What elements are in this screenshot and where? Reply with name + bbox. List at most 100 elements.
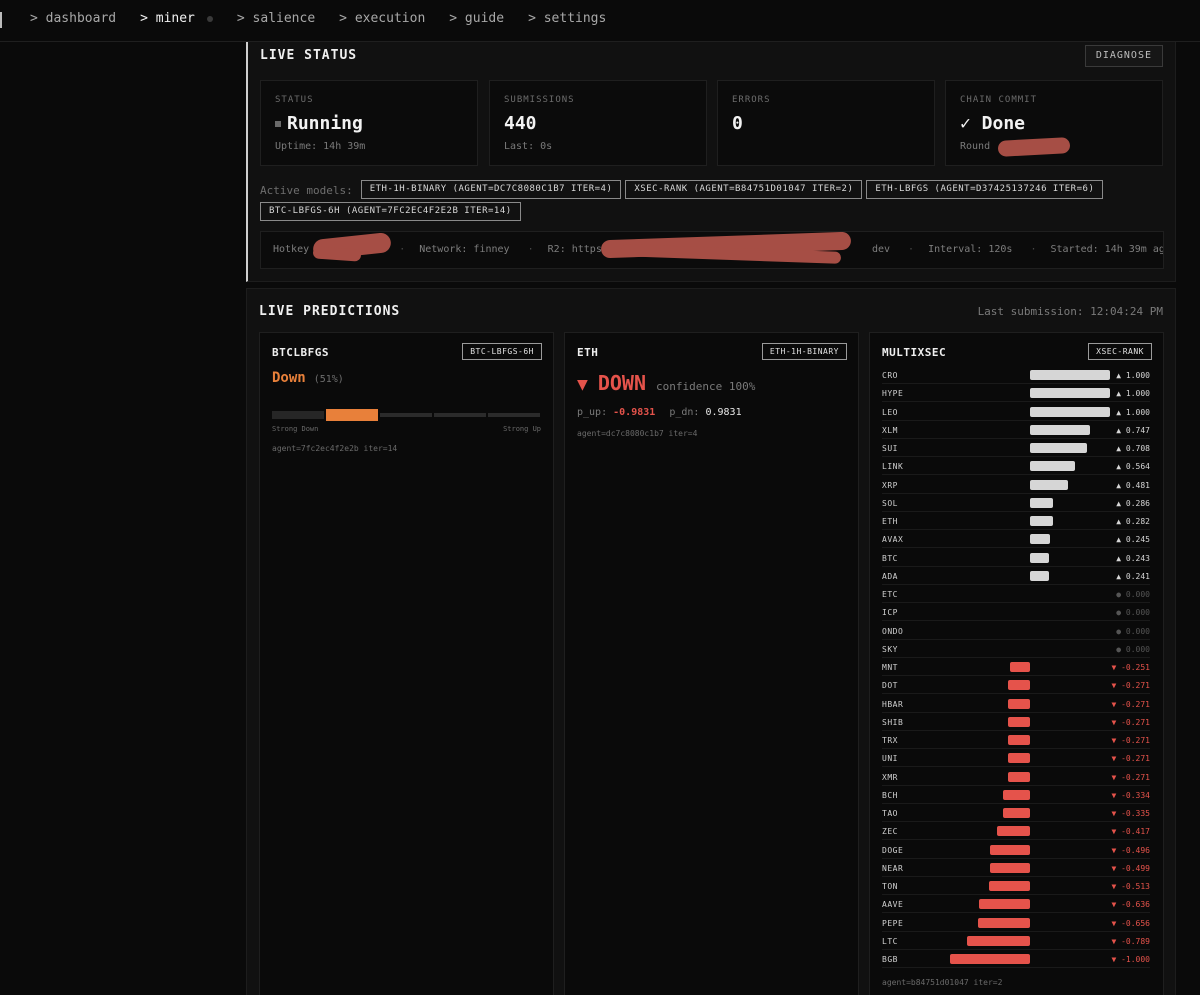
last-submission-time: Last submission: 12:04:24 PM bbox=[977, 305, 1163, 318]
top-nav: > dashboard > miner > salience > executi… bbox=[0, 0, 1200, 42]
strong-down-label: Strong Down bbox=[272, 425, 319, 433]
xsec-row: PEPE ▼ -0.656 bbox=[882, 914, 1150, 932]
xsec-value: ▼ -0.789 bbox=[1111, 936, 1150, 946]
xsec-value: ▼ -0.271 bbox=[1111, 754, 1150, 764]
xsec-symbol: HBAR bbox=[882, 699, 904, 709]
nav-settings[interactable]: > settings bbox=[528, 11, 607, 26]
diagnose-button[interactable]: DIAGNOSE bbox=[1084, 45, 1163, 67]
eth-card-title: ETH bbox=[577, 346, 599, 359]
xsec-symbol: MNT bbox=[882, 663, 898, 672]
xsec-agent-text: agent=b84751d01047 iter=2 bbox=[882, 978, 1003, 987]
errors-label: ERRORS bbox=[732, 95, 771, 105]
started-text: Started: 14h 39m ago bbox=[1050, 244, 1164, 255]
xsec-row: TRX ▼ -0.271 bbox=[882, 731, 1150, 749]
nav-salience[interactable]: > salience bbox=[236, 11, 316, 26]
xsec-row: SKY ● 0.000 bbox=[882, 640, 1150, 658]
xsec-score-bar bbox=[1030, 497, 1053, 508]
xsec-value: ▼ -0.271 bbox=[1111, 717, 1150, 727]
interval-text: Interval: 120s bbox=[928, 244, 1013, 255]
xsec-symbol: AVAX bbox=[882, 535, 904, 545]
nav-miner[interactable]: > miner bbox=[140, 11, 213, 26]
xsec-symbol: SHIB bbox=[882, 717, 904, 727]
xsec-score-bar bbox=[1008, 716, 1030, 727]
nav-execution[interactable]: > execution bbox=[339, 11, 426, 26]
round-text: Round bbox=[960, 141, 991, 152]
xsec-row: UNI ▼ -0.271 bbox=[882, 749, 1150, 768]
model-chip: BTC-LBFGS-6H (AGENT=7FC2EC4F2E2B ITER=14… bbox=[260, 202, 521, 221]
xsec-row: ICP ● 0.000 bbox=[882, 603, 1150, 622]
xsec-row: DOGE ▼ -0.496 bbox=[882, 841, 1150, 859]
chain-commit-label: CHAIN COMMIT bbox=[960, 95, 1038, 105]
xsec-row: LTC ▼ -0.789 bbox=[882, 932, 1150, 950]
nav-guide[interactable]: > guide bbox=[449, 11, 505, 26]
xsec-symbol: NEAR bbox=[882, 863, 904, 873]
xsec-value: ▲ 1.000 bbox=[1116, 407, 1150, 417]
xsec-symbol: CRO bbox=[882, 371, 898, 380]
xsec-score-bar bbox=[1008, 680, 1030, 691]
xsec-symbol: BTC bbox=[882, 553, 898, 563]
xsec-row: XMR ▼ -0.271 bbox=[882, 768, 1150, 786]
xsec-symbol: HYPE bbox=[882, 389, 904, 399]
xsec-row: ADA ▲ 0.241 bbox=[882, 567, 1150, 585]
xsec-value: ▼ -0.513 bbox=[1111, 882, 1150, 891]
xsec-row: CRO ▲ 1.000 bbox=[882, 366, 1150, 384]
live-status-title: LIVE STATUS bbox=[260, 48, 358, 63]
xsec-symbol: ADA bbox=[882, 571, 898, 581]
strong-up-label: Strong Up bbox=[503, 425, 541, 433]
status-value-text: Running bbox=[287, 113, 363, 134]
xsec-score-bar bbox=[990, 862, 1030, 873]
btc-direction-pct: (51%) bbox=[313, 374, 344, 385]
p-dn-label: p_dn: bbox=[669, 407, 700, 418]
xsec-value: ▲ 0.747 bbox=[1116, 425, 1150, 435]
status-dot-icon bbox=[206, 15, 213, 22]
model-chip: XSEC-RANK (AGENT=B84751D01047 ITER=2) bbox=[625, 180, 863, 199]
eth-direction-text: DOWN bbox=[597, 371, 647, 395]
xsec-row: TON ▼ -0.513 bbox=[882, 877, 1150, 895]
running-indicator-icon bbox=[275, 120, 281, 127]
xsec-value: ▲ 0.241 bbox=[1116, 571, 1150, 581]
gauge-segment bbox=[326, 409, 378, 421]
xsec-row: DOT ▼ -0.271 bbox=[882, 676, 1150, 695]
status-label: STATUS bbox=[275, 95, 314, 105]
xsec-symbol: ICP bbox=[882, 608, 898, 618]
xsec-value: ▼ -0.499 bbox=[1111, 863, 1150, 873]
meta-separator: · bbox=[1030, 244, 1037, 255]
xsec-value: ▼ -1.000 bbox=[1111, 955, 1150, 964]
xsec-row: XLM ▲ 0.747 bbox=[882, 421, 1150, 439]
xsec-row: AAVE ▼ -0.636 bbox=[882, 895, 1150, 914]
btc-direction-text: Down bbox=[272, 370, 306, 386]
xsec-score-bar bbox=[1008, 735, 1030, 745]
xsec-row: HBAR ▼ -0.271 bbox=[882, 695, 1150, 713]
eth-probabilities: p_up: -0.9831 p_dn: 0.9831 bbox=[577, 407, 742, 418]
xsec-symbol: ZEC bbox=[882, 827, 898, 837]
down-arrow-icon: ▼ bbox=[577, 374, 588, 395]
nav-dashboard[interactable]: > dashboard bbox=[30, 11, 117, 26]
xsec-prediction-card: MULTIXSEC XSEC-RANK CRO ▲ 1.000 HYPE ▲ 1.00… bbox=[869, 332, 1164, 995]
xsec-score-bar bbox=[1030, 443, 1087, 453]
xsec-value: ● 0.000 bbox=[1116, 608, 1150, 618]
xsec-score-bar bbox=[950, 954, 1030, 964]
xsec-symbol: LTC bbox=[882, 936, 898, 946]
xsec-score-bar bbox=[1003, 789, 1030, 800]
xsec-value: ▼ -0.271 bbox=[1111, 699, 1150, 709]
redaction-mark bbox=[997, 137, 1071, 157]
xsec-score-bar bbox=[1003, 808, 1030, 818]
meta-separator: · bbox=[527, 244, 534, 255]
xsec-score-bar bbox=[1030, 370, 1110, 380]
xsec-row: SUI ▲ 0.708 bbox=[882, 439, 1150, 457]
xsec-symbol: LINK bbox=[882, 462, 904, 472]
xsec-score-bar bbox=[1008, 698, 1030, 709]
xsec-symbol: TAO bbox=[882, 809, 898, 818]
xsec-symbol: TRX bbox=[882, 736, 898, 745]
xsec-symbol: ETH bbox=[882, 517, 898, 526]
eth-prediction-card: ETH ETH-1H-BINARY ▼ DOWN confidence 100%… bbox=[564, 332, 859, 995]
xsec-symbol: ETC bbox=[882, 590, 898, 599]
xsec-score-bar bbox=[979, 899, 1030, 910]
xsec-value: ▲ 0.481 bbox=[1116, 480, 1150, 490]
miner-meta-bar: Hotkey · Network: finney · R2: https:/ d… bbox=[260, 231, 1164, 269]
xsec-score-bar bbox=[1030, 461, 1076, 472]
submissions-label: SUBMISSIONS bbox=[504, 95, 575, 105]
xsec-value: ▲ 0.286 bbox=[1116, 498, 1150, 508]
xsec-symbol: SKY bbox=[882, 644, 898, 654]
live-status-panel: LIVE STATUS DIAGNOSE STATUS Running Upti… bbox=[246, 42, 1176, 282]
